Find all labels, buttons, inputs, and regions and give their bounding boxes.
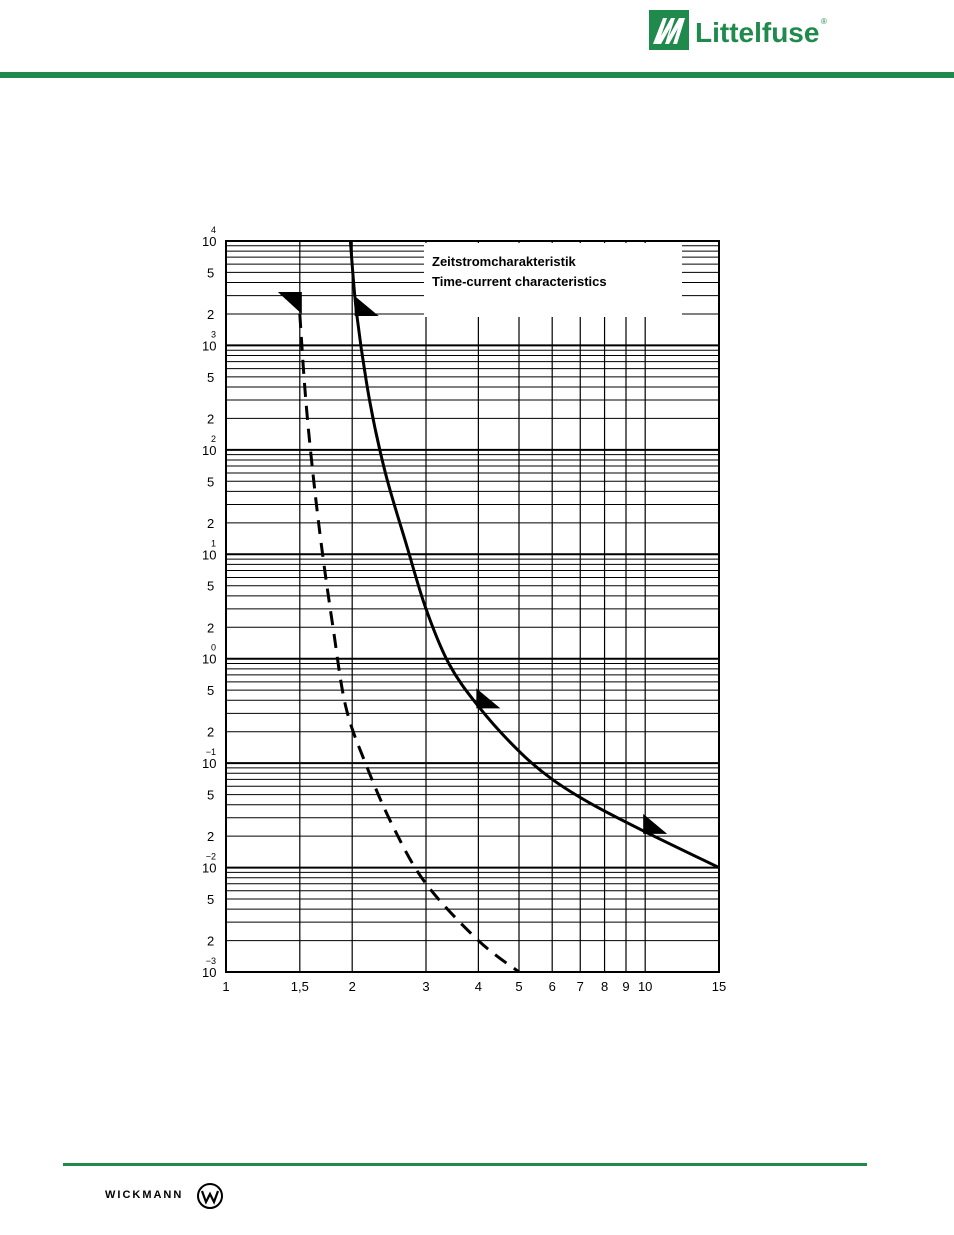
y-tick-label: 10 — [202, 338, 216, 353]
y-tick-label: 10 — [202, 443, 216, 458]
x-tick-label: 9 — [622, 979, 629, 994]
y-tick-exponent: 3 — [211, 329, 216, 339]
y-minor-label: 2 — [207, 307, 214, 322]
wickmann-w-logo-icon — [197, 1183, 223, 1209]
series-arrow-marker — [277, 291, 302, 314]
wickmann-logo-text: WICKMANN — [105, 1189, 184, 1201]
y-tick-exponent: 1 — [211, 538, 216, 548]
y-tick-exponent: 2 — [211, 434, 216, 444]
series-line-solid — [348, 241, 719, 869]
littelfuse-logo-glyph — [653, 18, 685, 44]
y-tick-label: 10 — [202, 756, 216, 771]
chart-series — [277, 241, 719, 972]
y-tick-exponent: −3 — [206, 956, 216, 966]
chart-grid — [225, 241, 720, 973]
y-minor-label: 2 — [207, 620, 214, 635]
x-tick-label: 4 — [475, 979, 482, 994]
x-tick-label: 8 — [601, 979, 608, 994]
y-tick-label: 10 — [202, 234, 216, 249]
chart-legend: Zeitstromcharakteristik Time-current cha… — [424, 243, 682, 317]
x-tick-label: 1 — [222, 979, 229, 994]
y-minor-label: 5 — [207, 892, 214, 907]
footer-rule — [63, 1163, 867, 1166]
x-tick-label: 5 — [515, 979, 522, 994]
y-tick-exponent: −1 — [206, 747, 216, 757]
littelfuse-logo-text: Littelfuse — [695, 17, 819, 48]
y-minor-label: 5 — [207, 683, 214, 698]
y-tick-label: 10 — [202, 547, 216, 562]
legend-box — [424, 243, 682, 317]
chart-subtitle: Time-current characteristics — [432, 274, 607, 289]
wickmann-logo: WICKMANN — [105, 1181, 235, 1211]
x-tick-label: 15 — [712, 979, 726, 994]
y-minor-label: 5 — [207, 370, 214, 385]
y-axis-labels: 10410310210110010−110−210−35252525252525… — [202, 225, 216, 980]
y-minor-label: 2 — [207, 411, 214, 426]
x-axis-labels: 1 1,5 2 3 4 5 6 7 8 9 10 15 — [222, 979, 726, 994]
x-tick-label: 3 — [422, 979, 429, 994]
x-tick-label: 1,5 — [291, 979, 309, 994]
y-tick-label: 10 — [202, 652, 216, 667]
littelfuse-registered-mark: ® — [821, 17, 827, 26]
y-tick-exponent: −2 — [206, 852, 216, 862]
y-tick-exponent: 0 — [211, 643, 216, 653]
y-minor-label: 5 — [207, 265, 214, 280]
y-minor-label: 5 — [207, 474, 214, 489]
littelfuse-logo: Littelfuse ® — [649, 10, 827, 50]
x-tick-label: 6 — [549, 979, 556, 994]
chart-title: Zeitstromcharakteristik — [432, 254, 577, 269]
y-tick-label: 10 — [202, 861, 216, 876]
series-arrow-marker — [476, 688, 501, 709]
x-tick-label: 10 — [638, 979, 652, 994]
y-minor-label: 5 — [207, 579, 214, 594]
y-minor-label: 2 — [207, 934, 214, 949]
y-minor-label: 5 — [207, 788, 214, 803]
y-minor-label: 2 — [207, 725, 214, 740]
y-minor-label: 2 — [207, 829, 214, 844]
plot-frame — [225, 240, 720, 973]
y-tick-exponent: 4 — [211, 225, 216, 235]
x-tick-label: 7 — [577, 979, 584, 994]
series-arrow-marker — [643, 813, 668, 834]
header-rule — [0, 72, 954, 78]
y-tick-label: 10 — [202, 965, 216, 980]
y-minor-label: 2 — [207, 516, 214, 531]
series-arrow-marker — [354, 295, 379, 316]
x-tick-label: 2 — [349, 979, 356, 994]
series-line-dashed — [298, 313, 520, 972]
